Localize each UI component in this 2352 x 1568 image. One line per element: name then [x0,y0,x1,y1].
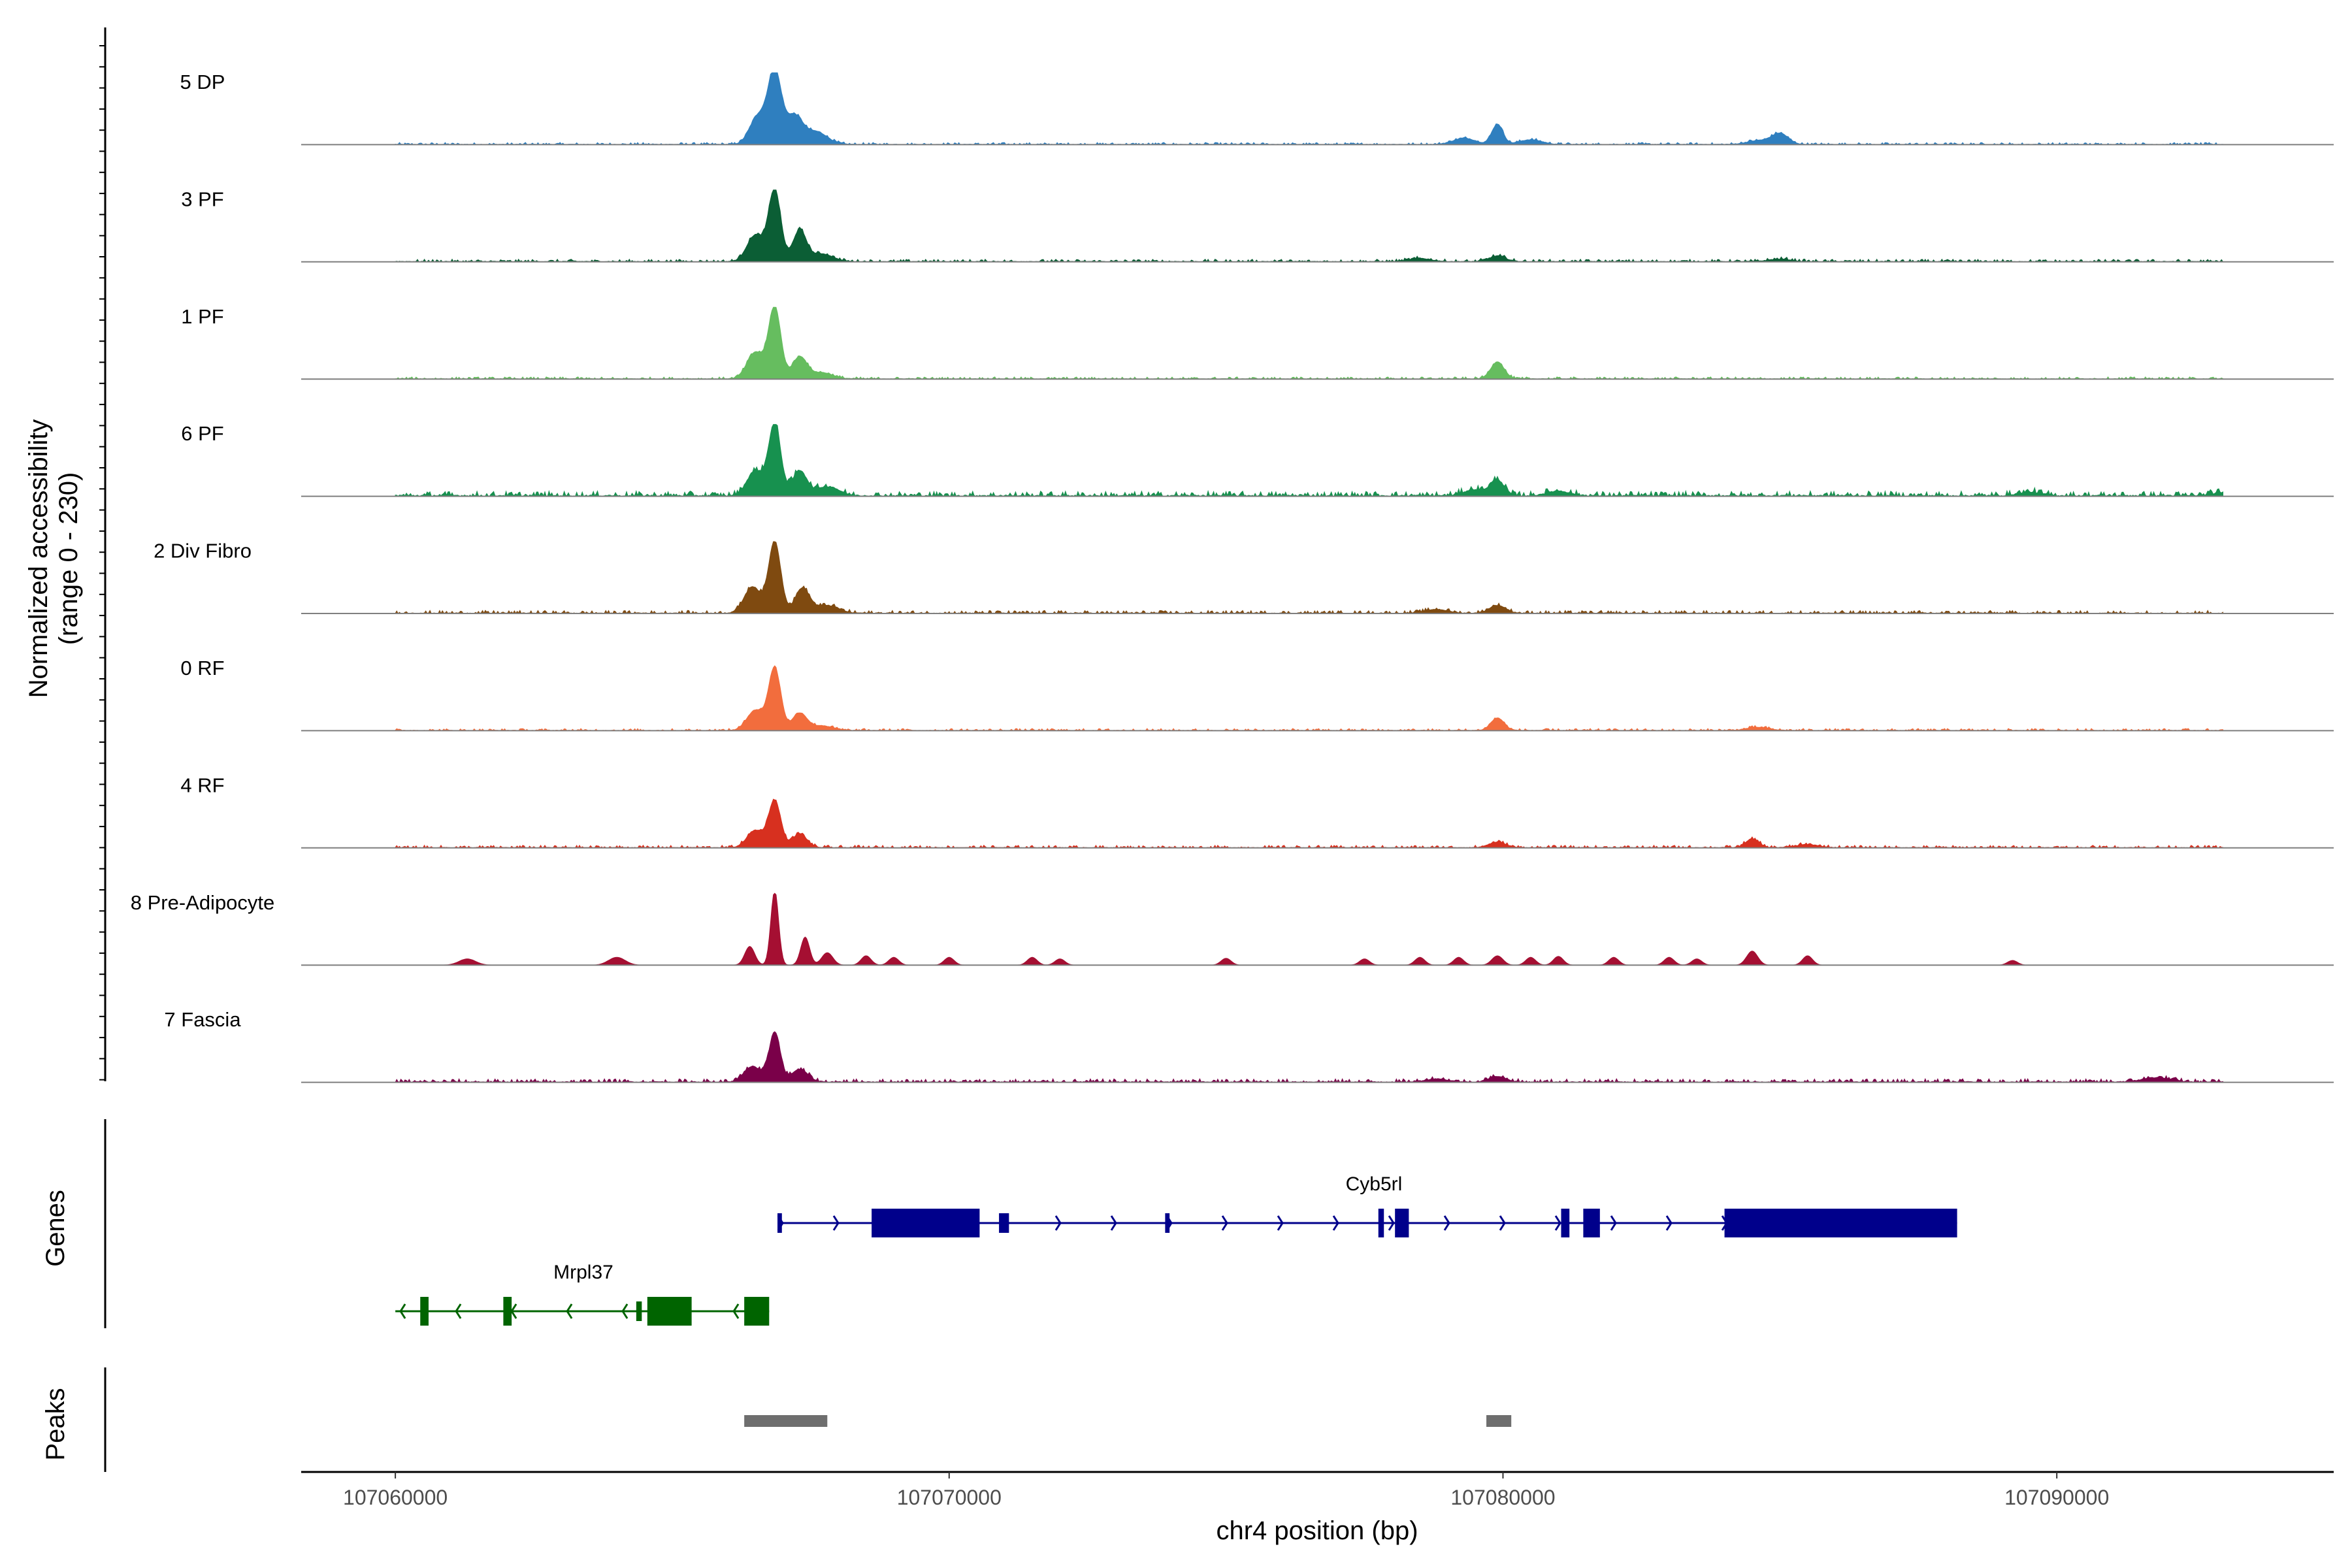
strand-chevron [1221,1215,1228,1231]
strand-chevron [1332,1215,1339,1231]
gene-model: Cyb5rl [777,1173,1957,1237]
track-label: 0 RF [180,657,224,679]
gene-exon [1561,1209,1570,1237]
y-axis-title-line1: Normalized accessibility [24,419,53,698]
y-axis-title-line2: (range 0 - 230) [54,472,83,645]
gene-exon [777,1213,782,1233]
genes-track-title: Genes [41,1190,70,1267]
x-tick-label: 107090000 [2004,1486,2109,1509]
gene-exon [744,1297,770,1326]
gene-exon [420,1297,429,1326]
gene-exon [872,1209,980,1237]
strand-chevron [1110,1215,1117,1231]
peak-region [1486,1415,1512,1427]
gene-exon [1378,1209,1384,1237]
strand-chevron [621,1303,629,1319]
coverage-area [395,306,2223,380]
track-label: 5 DP [180,71,225,93]
gene-exon [999,1213,1009,1233]
coverage-track: 0 RF [180,657,2334,732]
coverage-track: 6 PF [181,422,2334,498]
coverage-area [395,892,2223,966]
coverage-track: 3 PF [181,188,2334,263]
gene-exon [636,1301,642,1321]
coverage-area [395,665,2223,732]
coverage-track: 8 Pre-Adipocyte [131,891,2334,966]
strand-chevron [1277,1215,1284,1231]
coverage-area [395,541,2223,614]
track-label: 7 Fascia [164,1008,241,1031]
coverage-track: 5 DP [180,71,2334,146]
coverage-area [395,424,2223,498]
coverage-area [395,1031,2223,1083]
gene-exon [503,1297,512,1326]
strand-chevron [1388,1215,1395,1231]
coverage-track: 1 PF [181,305,2334,380]
gene-label: Mrpl37 [553,1262,613,1283]
strand-chevron [832,1215,840,1231]
gene-annotation-track: Cyb5rl Mrpl37 [395,1173,1957,1326]
x-tick-label: 107070000 [897,1486,1002,1509]
strand-chevron [1665,1215,1673,1231]
gene-exon [647,1297,692,1326]
track-label: 8 Pre-Adipocyte [131,891,275,914]
gene-label: Cyb5rl [1346,1173,1403,1195]
strand-chevron [1499,1215,1506,1231]
gene-exon [1724,1209,1957,1237]
x-axis-title: chr4 position (bp) [1216,1516,1418,1545]
coverage-track: 4 RF [180,774,2334,849]
coverage-area [395,798,2223,849]
coverage-area [395,72,2223,146]
x-axis-ticks: 107060000 107070000 107080000 107090000 [343,1472,2109,1509]
coverage-track: 2 Div Fibro [154,540,2334,614]
strand-chevron [1610,1215,1617,1231]
gene-exon [1583,1209,1600,1237]
track-label: 2 Div Fibro [154,540,252,563]
track-label: 4 RF [180,774,224,796]
track-label: 1 PF [181,305,223,328]
track-label: 6 PF [181,422,223,445]
strand-chevron [732,1303,740,1319]
strand-chevron [1054,1215,1062,1231]
track-label: 3 PF [181,188,223,210]
gene-exon [1395,1209,1409,1237]
coverage-axis-ticks [99,45,105,1081]
gene-model: Mrpl37 [395,1262,770,1326]
strand-chevron [1554,1215,1561,1231]
x-tick-label: 107080000 [1450,1486,1555,1509]
peaks-track-title: Peaks [41,1388,70,1460]
strand-chevron [1443,1215,1450,1231]
gene-exon [1165,1213,1170,1233]
peak-track [744,1415,1512,1427]
strand-chevron [455,1303,462,1319]
coverage-tracks: 5 DP 3 PF 1 PF 6 PF 2 Div Fibro 0 RF 4 RF 8 Pre… [131,71,2334,1083]
strand-chevron [399,1303,406,1319]
x-tick-label: 107060000 [343,1486,448,1509]
coverage-track: 7 Fascia [164,1008,2334,1083]
peak-region [744,1415,828,1427]
coverage-area [395,189,2223,263]
strand-chevron [566,1303,573,1319]
